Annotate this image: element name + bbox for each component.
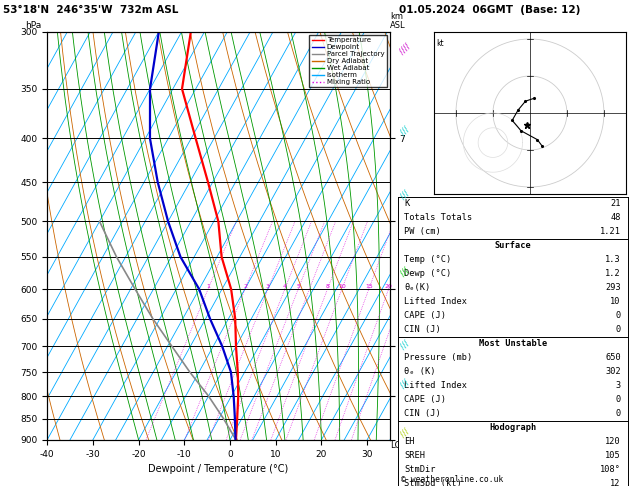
Text: 0: 0 [616,395,621,404]
Text: θₑ(K): θₑ(K) [404,283,431,293]
Text: 3: 3 [266,284,270,289]
Text: 2: 2 [243,284,247,289]
Text: ////: //// [398,41,413,56]
Text: 48: 48 [610,213,621,222]
Text: 4: 4 [283,284,287,289]
Text: hPa: hPa [25,21,41,30]
Text: 21: 21 [610,199,621,208]
Text: ///: /// [399,188,411,201]
Text: 108°: 108° [600,465,621,474]
Text: 15: 15 [365,284,373,289]
Text: StmSpd (kt): StmSpd (kt) [404,479,462,486]
Text: ///: /// [399,378,411,390]
Text: 12: 12 [610,479,621,486]
Text: K: K [404,199,409,208]
Text: 1: 1 [206,284,210,289]
Text: CAPE (J): CAPE (J) [404,395,447,404]
Text: Surface: Surface [494,242,531,250]
Text: Totals Totals: Totals Totals [404,213,472,222]
Text: 8: 8 [326,284,330,289]
Text: Dewp (°C): Dewp (°C) [404,269,452,278]
Text: 0: 0 [616,409,621,418]
Text: 650: 650 [605,353,621,363]
Text: 302: 302 [605,367,621,376]
Text: 0: 0 [616,312,621,320]
Text: Hodograph: Hodograph [489,423,537,433]
Text: 10: 10 [610,297,621,306]
Text: km
ASL: km ASL [390,12,406,30]
Text: 105: 105 [605,451,621,460]
Text: 53°18'N  246°35'W  732m ASL: 53°18'N 246°35'W 732m ASL [3,5,179,15]
Text: PW (cm): PW (cm) [404,227,441,236]
Text: 120: 120 [605,437,621,446]
Text: CIN (J): CIN (J) [404,325,441,334]
Text: CAPE (J): CAPE (J) [404,312,447,320]
Text: 01.05.2024  06GMT  (Base: 12): 01.05.2024 06GMT (Base: 12) [399,5,581,15]
Text: ///: /// [399,339,411,351]
Text: Lifted Index: Lifted Index [404,382,467,390]
Text: Pressure (mb): Pressure (mb) [404,353,472,363]
Legend: Temperature, Dewpoint, Parcel Trajectory, Dry Adiabat, Wet Adiabat, Isotherm, Mi: Temperature, Dewpoint, Parcel Trajectory… [309,35,386,87]
Text: ///: /// [399,125,411,138]
Text: EH: EH [404,437,415,446]
Text: LCL: LCL [391,441,406,450]
Text: Most Unstable: Most Unstable [479,339,547,348]
Text: © weatheronline.co.uk: © weatheronline.co.uk [401,474,503,484]
Text: SREH: SREH [404,451,425,460]
Text: 20: 20 [384,284,392,289]
Text: 10: 10 [338,284,346,289]
Text: 3: 3 [616,382,621,390]
X-axis label: Dewpoint / Temperature (°C): Dewpoint / Temperature (°C) [148,464,289,474]
Text: θₑ (K): θₑ (K) [404,367,436,376]
Text: 1.3: 1.3 [605,255,621,264]
Text: ///: /// [399,426,411,439]
Text: CIN (J): CIN (J) [404,409,441,418]
Text: 1.21: 1.21 [600,227,621,236]
Text: 1.2: 1.2 [605,269,621,278]
Text: kt: kt [437,39,444,48]
Text: Temp (°C): Temp (°C) [404,255,452,264]
Text: ///: /// [399,266,411,278]
Text: Mixing Ratio (g/kg): Mixing Ratio (g/kg) [420,196,429,276]
Text: StmDir: StmDir [404,465,436,474]
Text: 0: 0 [616,325,621,334]
Text: Lifted Index: Lifted Index [404,297,467,306]
Text: 5: 5 [296,284,300,289]
Text: 293: 293 [605,283,621,293]
